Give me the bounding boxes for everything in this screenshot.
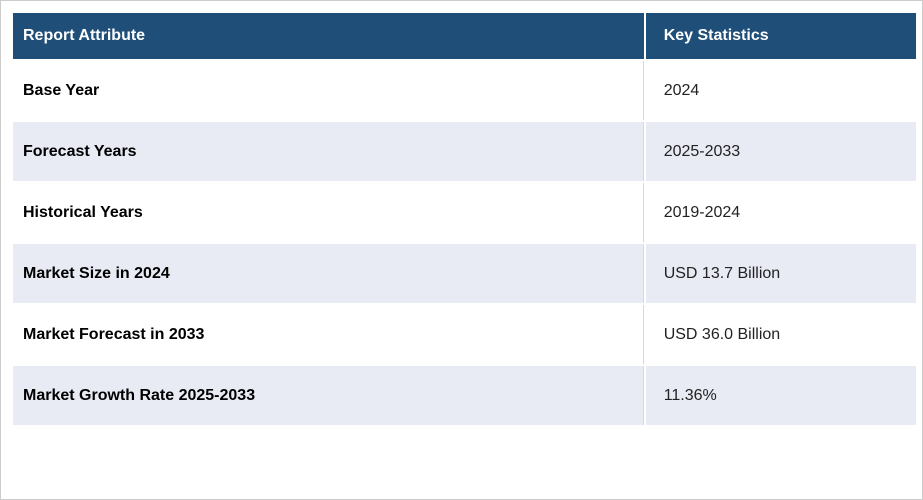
- table-row: Historical Years 2019-2024: [13, 183, 916, 242]
- attribute-cell: Forecast Years: [13, 122, 644, 181]
- value-cell: 2024: [645, 61, 916, 120]
- table-row: Base Year 2024: [13, 61, 916, 120]
- report-statistics-table: Report Attribute Key Statistics Base Yea…: [11, 11, 918, 427]
- value-cell: 2019-2024: [645, 183, 916, 242]
- table-row: Forecast Years 2025-2033: [13, 122, 916, 181]
- value-cell: 11.36%: [645, 366, 916, 425]
- attribute-cell: Market Size in 2024: [13, 244, 644, 303]
- table-header-row: Report Attribute Key Statistics: [13, 13, 916, 59]
- attribute-cell: Base Year: [13, 61, 644, 120]
- table-body: Base Year 2024 Forecast Years 2025-2033 Hist…: [13, 61, 916, 425]
- table-row: Market Forecast in 2033 USD 36.0 Billion: [13, 305, 916, 364]
- table-row: Market Growth Rate 2025-2033 11.36%: [13, 366, 916, 425]
- attribute-cell: Historical Years: [13, 183, 644, 242]
- value-cell: USD 36.0 Billion: [645, 305, 916, 364]
- attribute-cell: Market Growth Rate 2025-2033: [13, 366, 644, 425]
- column-header-key-statistics: Key Statistics: [645, 13, 916, 59]
- value-cell: USD 13.7 Billion: [645, 244, 916, 303]
- attribute-cell: Market Forecast in 2033: [13, 305, 644, 364]
- value-cell: 2025-2033: [645, 122, 916, 181]
- column-header-report-attribute: Report Attribute: [13, 13, 644, 59]
- table-row: Market Size in 2024 USD 13.7 Billion: [13, 244, 916, 303]
